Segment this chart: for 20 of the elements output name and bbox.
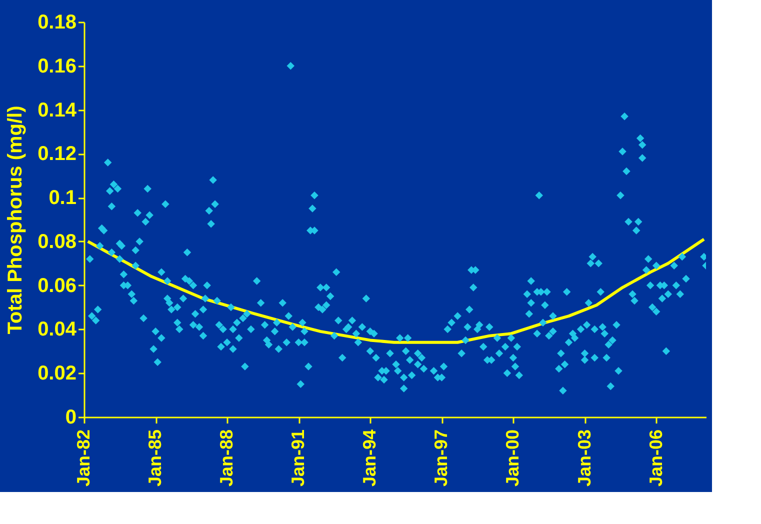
x-tick-label: Jan-06 — [646, 430, 666, 487]
y-tick-label: 0.16 — [38, 55, 76, 78]
x-tick-label: Jan-82 — [74, 430, 94, 487]
x-tick-label: Jan-94 — [360, 430, 380, 487]
y-tick-label: 0.02 — [38, 362, 76, 385]
x-tick-label: Jan-03 — [574, 430, 594, 487]
y-tick-label: 0 — [65, 406, 76, 428]
y-axis-title: Total Phosphorus (mg/l) — [4, 106, 27, 334]
x-tick-label: Jan-97 — [431, 430, 452, 487]
x-tick-label: Jan-85 — [145, 430, 166, 487]
x-tick-label: Jan-91 — [288, 430, 308, 487]
y-tick-label: 0.14 — [38, 99, 78, 122]
y-tick-label: 0.06 — [38, 274, 76, 297]
y-tick-label: 0.1 — [48, 187, 76, 210]
y-tick-label: 0.18 — [38, 12, 76, 34]
y-tick-label: 0.12 — [38, 143, 76, 166]
x-tick-label: Jan-88 — [216, 430, 237, 487]
x-tick-label: Jan-00 — [502, 430, 523, 487]
y-tick-label: 0.04 — [38, 318, 78, 341]
y-tick-label: 0.08 — [38, 230, 76, 253]
